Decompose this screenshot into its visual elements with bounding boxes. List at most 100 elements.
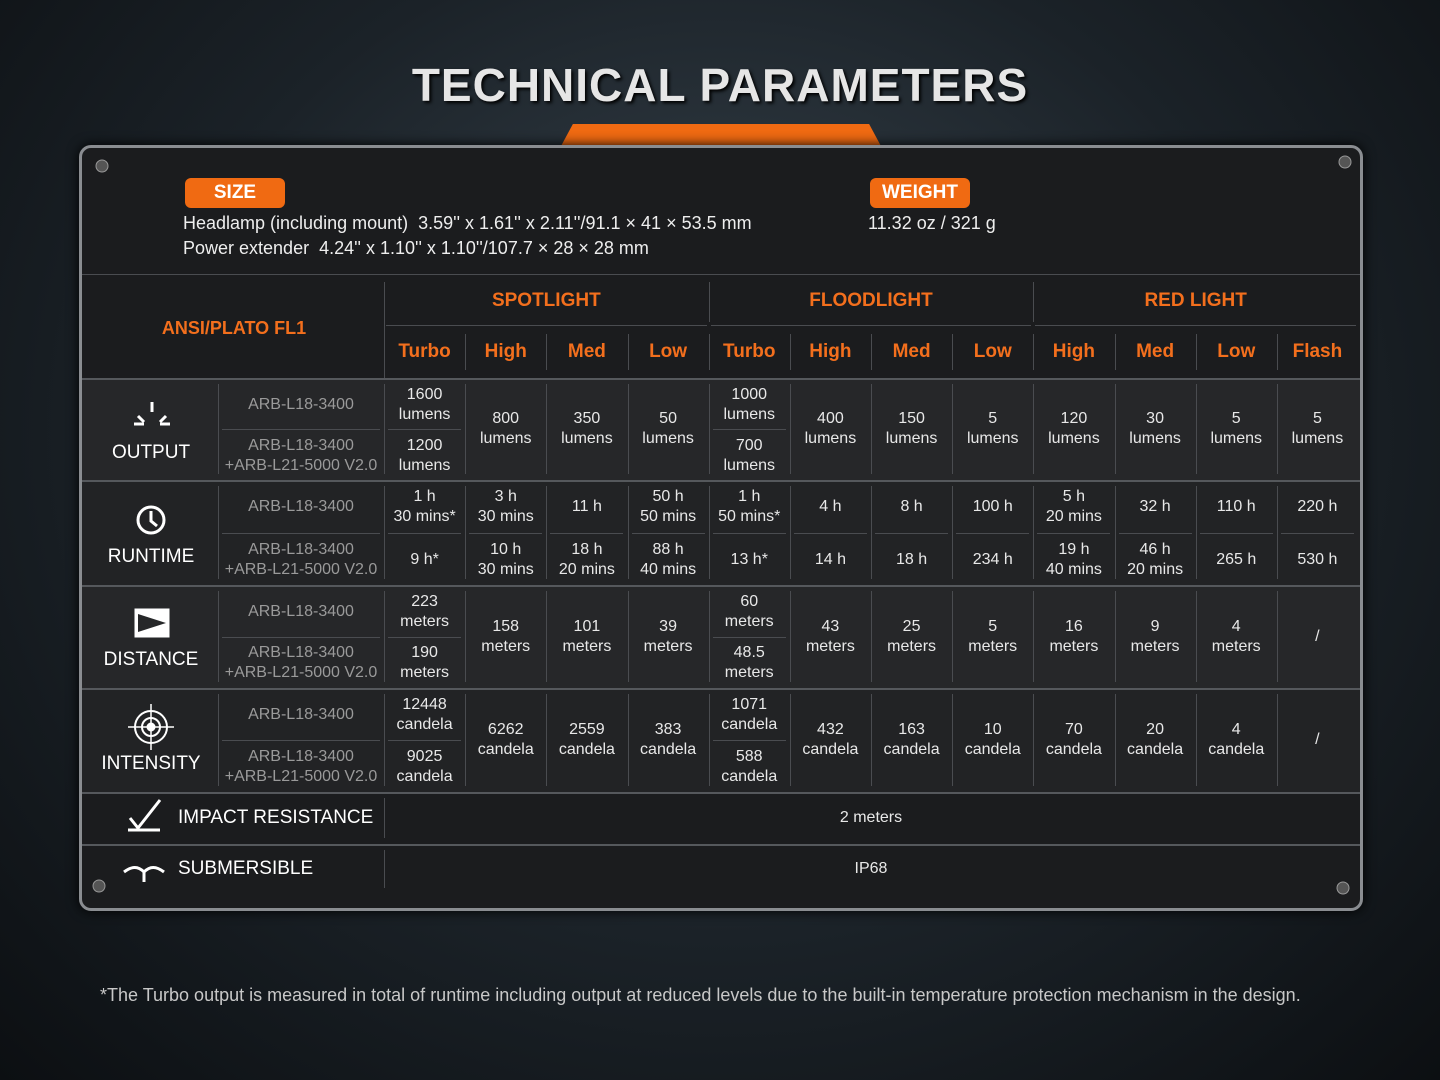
separator — [82, 585, 1360, 587]
mode-header: Low — [1217, 341, 1256, 362]
separator — [789, 486, 791, 579]
separator — [546, 334, 548, 370]
separator — [1195, 694, 1197, 786]
group-header: FLOODLIGHT — [809, 290, 933, 311]
separator — [1118, 532, 1192, 534]
separator — [1276, 334, 1278, 370]
mode-header: Med — [567, 341, 606, 362]
separator — [708, 694, 710, 786]
separator — [627, 384, 629, 474]
value-cell: 158 meters — [481, 617, 531, 655]
mode-header: Turbo — [398, 341, 451, 362]
separator — [384, 850, 385, 888]
title-tab — [560, 124, 882, 148]
mode-header: High — [484, 341, 527, 362]
separator — [712, 636, 786, 638]
separator — [218, 384, 219, 474]
value-cell: 30 lumens — [1129, 410, 1181, 447]
value-cell: 6262 candela — [477, 721, 534, 758]
separator — [222, 532, 380, 534]
value-cell: 46 h 20 mins — [1127, 540, 1184, 578]
separator — [871, 694, 872, 786]
value-cell: 11 h — [571, 498, 602, 516]
value-cell: 5 meters — [968, 617, 1018, 655]
mode-header: Low — [649, 341, 688, 362]
value-cell: 20 candela — [1127, 721, 1184, 758]
config-label: ARB-L18-3400 — [248, 395, 354, 413]
title: TECHNICAL PARAMETERS — [411, 59, 1029, 111]
weight-value: 11.32 oz / 321 g — [868, 213, 996, 233]
separator — [1033, 591, 1035, 682]
separator — [386, 325, 707, 326]
mode-header: Low — [973, 341, 1012, 362]
separator — [82, 274, 1360, 275]
weight-label: WEIGHT — [870, 178, 970, 208]
group-header: RED LIGHT — [1144, 290, 1247, 311]
separator — [710, 325, 1032, 326]
separator — [222, 740, 380, 741]
group-header: SPOTLIGHT — [491, 290, 601, 311]
separator — [1276, 486, 1278, 579]
value-cell: 9025 candela — [396, 748, 453, 785]
separator — [82, 480, 1360, 482]
separator — [469, 532, 543, 534]
value-cell: 19 h 40 mins — [1045, 540, 1102, 578]
section-bg — [82, 380, 1360, 480]
separator — [1035, 325, 1356, 326]
size-line: Power extender 4.24'' x 1.10'' x 1.10''/… — [183, 238, 649, 258]
value-cell: 50 lumens — [642, 410, 694, 447]
value-cell: 8 h — [900, 498, 923, 516]
separator — [1114, 486, 1116, 579]
config-label: ARB-L18-3400 — [248, 602, 354, 620]
value-cell: 10 h 30 mins — [477, 540, 534, 578]
value-cell: 223 meters — [400, 592, 450, 630]
value-cell: 350 lumens — [561, 410, 613, 447]
separator — [218, 591, 219, 682]
separator — [82, 688, 1360, 690]
mode-header: High — [809, 341, 852, 362]
value-cell: 5 h 20 mins — [1045, 488, 1102, 526]
separator — [550, 532, 624, 534]
separator — [952, 334, 954, 370]
extra-value: IP68 — [854, 860, 888, 877]
separator — [871, 334, 872, 370]
corner-label: ANSI/PLATO FL1 — [161, 318, 307, 338]
value-cell: 5 lumens — [1210, 410, 1263, 447]
separator — [952, 694, 954, 786]
config-label: ARB-L18-3400 +ARB-L21-5000 V2.0 — [224, 540, 378, 578]
section-name: RUNTIME — [107, 545, 195, 567]
value-cell: 190 meters — [400, 644, 450, 682]
separator — [871, 384, 872, 474]
separator — [871, 486, 872, 579]
separator — [708, 591, 710, 682]
value-cell: 265 h — [1216, 550, 1257, 568]
separator — [388, 636, 462, 638]
separator — [1033, 334, 1035, 370]
value-cell: 32 h — [1139, 498, 1171, 516]
separator — [793, 532, 867, 534]
separator — [384, 591, 385, 682]
value-cell: 220 h — [1297, 498, 1338, 516]
separator — [631, 532, 705, 534]
separator — [708, 384, 710, 474]
separator — [1195, 384, 1197, 474]
separator — [388, 429, 462, 430]
separator — [82, 844, 1360, 846]
value-cell: 400 lumens — [804, 410, 857, 447]
value-cell: 1200 lumens — [398, 436, 451, 474]
value-cell: 1000 lumens — [723, 385, 776, 423]
value-cell: 9 meters — [1130, 617, 1180, 655]
separator — [1199, 532, 1273, 534]
separator — [1276, 384, 1278, 474]
value-cell: 10 candela — [964, 721, 1021, 758]
separator — [1037, 532, 1111, 534]
separator — [1195, 486, 1197, 579]
separator — [465, 694, 467, 786]
separator — [1276, 591, 1278, 682]
separator — [708, 486, 710, 579]
separator — [384, 486, 385, 579]
footnote: *The Turbo output is measured in total o… — [100, 985, 1301, 1005]
value-cell: 101 meters — [562, 617, 612, 655]
